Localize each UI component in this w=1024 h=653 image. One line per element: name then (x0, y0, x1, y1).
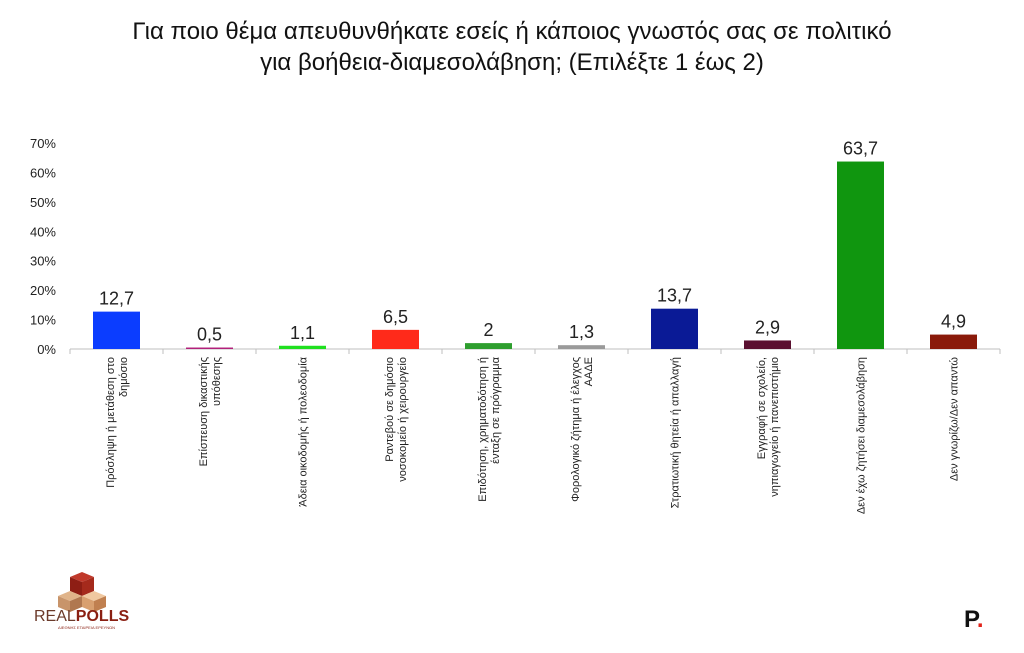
bar (744, 340, 791, 349)
category-label: Άδεια οικοδομής ή πολεοδομία (298, 356, 310, 506)
category-label-line: ένταξη σε πρόγραμμα (490, 356, 502, 464)
realpolls-tagline: ΔΙΕΘΝΗΣ ΕΤΑΙΡΕΙΑ ΕΡΕΥΝΩΝ (58, 625, 115, 630)
chart-title-line-2: για βοήθεια-διαμεσολάβηση; (Επιλέξτε 1 έ… (260, 49, 764, 76)
category-label-line: Φορολογικό ζήτημα ή έλεγχος (570, 357, 582, 502)
category-label: Δεν γνωρίζω/Δεν απαντώ (949, 357, 961, 482)
category-label-line: ΑΑΔΕ (583, 357, 595, 386)
category-label-line: Εγγραφή σε σχολείο, (756, 357, 768, 459)
data-label: 1,3 (569, 322, 594, 342)
data-label: 6,5 (383, 307, 408, 327)
category-label-line: Επιδότηση, χρηματοδότηση ή (477, 357, 489, 502)
category-label: Επίσπευση δικαστικήςυπόθεσης (198, 357, 223, 466)
category-label: Πρόσληψη ή μετάθεση στοδημόσιο (105, 357, 130, 488)
bar (186, 347, 233, 349)
category-label: Εγγραφή σε σχολείο,νηπιαγωγείο ή πανεπισ… (756, 357, 781, 497)
data-label: 0,5 (197, 325, 222, 345)
y-tick-label: 50% (30, 195, 56, 210)
bar (837, 161, 884, 349)
category-label-line: Επίσπευση δικαστικής (198, 357, 210, 466)
y-tick-label: 20% (30, 283, 56, 298)
category-label-line: Δεν γνωρίζω/Δεν απαντώ (949, 357, 961, 482)
bar (93, 311, 140, 349)
data-label: 1,1 (290, 323, 315, 343)
p-logo-dot: . (976, 606, 984, 633)
category-label-line: Στρατιωτική θητεία ή απαλλαγή (670, 357, 682, 508)
data-label: 12,7 (99, 289, 134, 309)
category-label: Ραντεβού σε δημόσιονοσοκομείο ή χειρουργ… (384, 357, 409, 482)
category-label-line: Ραντεβού σε δημόσιο (384, 357, 396, 462)
bar (465, 343, 512, 349)
category-label-line: Πρόσληψη ή μετάθεση στο (105, 357, 117, 488)
y-tick-label: 70% (30, 136, 56, 151)
realpolls-logo-text: REALPOLLS (34, 608, 129, 626)
y-tick-label: 0% (37, 342, 56, 357)
category-label: Δεν έχω ζητήσει διαμεσολάβηση (856, 357, 868, 514)
category-label: Στρατιωτική θητεία ή απαλλαγή (670, 357, 682, 508)
bar (558, 345, 605, 349)
chart-title-line-1: Για ποιο θέμα απευθυνθήκατε εσείς ή κάπο… (132, 18, 892, 45)
realpolls-logo-icon (58, 572, 106, 612)
data-label: 2 (483, 320, 493, 340)
data-label: 13,7 (657, 286, 692, 306)
chart-title: Για ποιο θέμα απευθυνθήκατε εσείς ή κάπο… (0, 16, 1024, 78)
y-tick-label: 10% (30, 313, 56, 328)
p-logo: P. (964, 606, 984, 634)
category-label-line: υπόθεσης (211, 357, 223, 406)
bar (279, 345, 326, 349)
bar (651, 308, 698, 349)
category-label-line: Δεν έχω ζητήσει διαμεσολάβηση (856, 357, 868, 514)
y-tick-label: 30% (30, 254, 56, 269)
data-label: 63,7 (843, 139, 878, 159)
category-label: Επιδότηση, χρηματοδότηση ήένταξη σε πρόγ… (477, 356, 502, 501)
category-label-line: Άδεια οικοδομής ή πολεοδομία (298, 356, 310, 506)
category-label-line: νηπιαγωγείο ή πανεπιστήμιο (769, 357, 781, 497)
logo-text-bold: POLLS (75, 608, 130, 625)
category-label-line: δημόσιο (118, 357, 130, 397)
logo-text-light: REAL (34, 608, 76, 625)
bar (930, 334, 977, 349)
y-tick-label: 60% (30, 165, 56, 180)
data-label: 2,9 (755, 317, 780, 337)
bar (372, 329, 419, 349)
p-logo-letter: P (964, 606, 977, 633)
data-label: 4,9 (941, 312, 966, 332)
y-tick-label: 40% (30, 224, 56, 239)
category-label-line: νοσοκομείο ή χειρουργείο (397, 357, 409, 482)
category-label: Φορολογικό ζήτημα ή έλεγχοςΑΑΔΕ (570, 357, 595, 502)
